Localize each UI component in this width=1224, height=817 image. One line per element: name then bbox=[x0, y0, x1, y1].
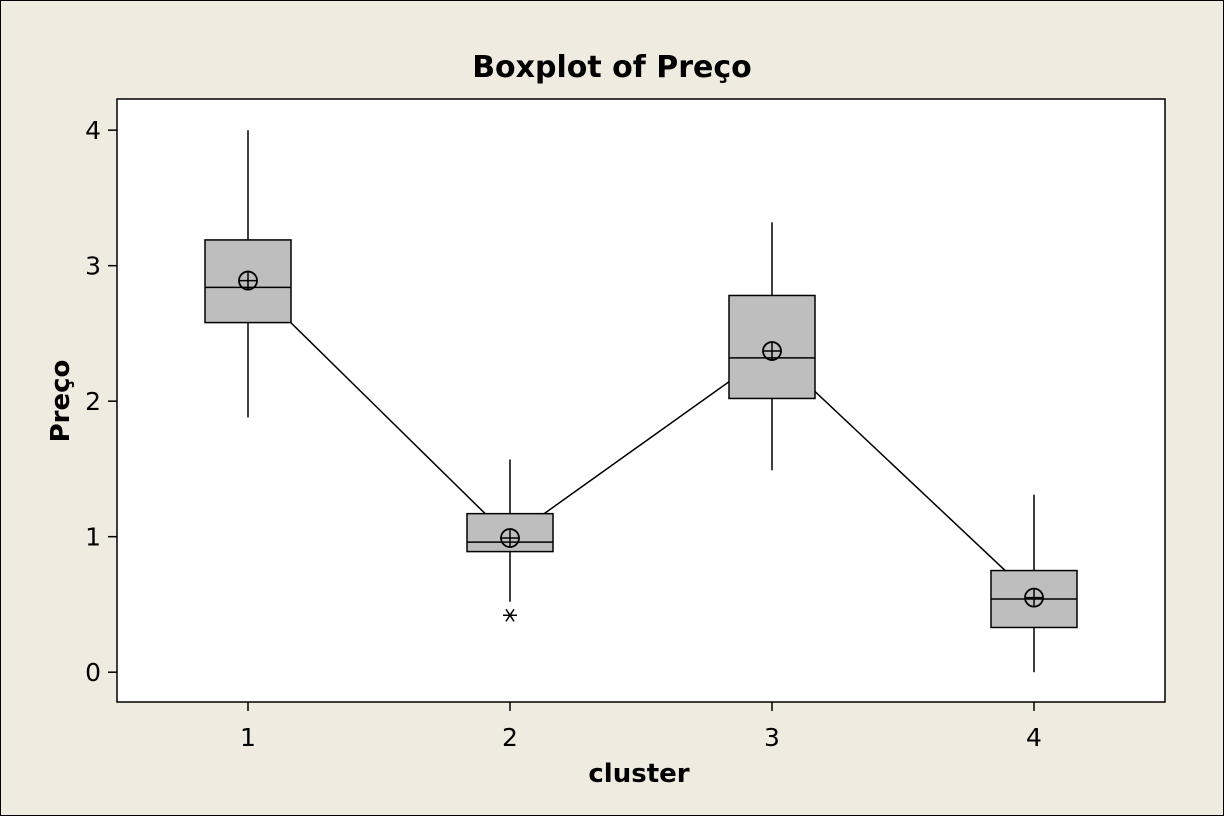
boxes-layer bbox=[204, 130, 1078, 673]
outlier-stroke bbox=[505, 608, 515, 622]
x-tick-label: 4 bbox=[1026, 723, 1042, 752]
chart-title: Boxplot of Preço bbox=[472, 50, 752, 85]
y-axis: 0 1 2 3 4 bbox=[85, 116, 117, 687]
y-tick-label: 3 bbox=[85, 252, 101, 281]
mean-connect-line-layer bbox=[247, 280, 1035, 599]
box-cluster-3 bbox=[728, 222, 816, 471]
x-axis: 1 2 3 4 bbox=[240, 702, 1042, 752]
y-tick-label: 4 bbox=[85, 116, 101, 145]
mean-connect-line bbox=[247, 280, 1035, 599]
box-cluster-4 bbox=[990, 494, 1078, 673]
box-cluster-1 bbox=[204, 130, 292, 418]
x-tick-label: 3 bbox=[764, 723, 780, 752]
y-tick-label: 1 bbox=[85, 523, 101, 552]
mean-symbol bbox=[762, 341, 782, 361]
x-tick-label: 2 bbox=[502, 723, 518, 752]
mean-symbol bbox=[500, 528, 520, 548]
box-cluster-2 bbox=[466, 459, 554, 622]
mean-symbol bbox=[1024, 587, 1044, 608]
y-tick-label: 2 bbox=[85, 387, 101, 416]
y-tick-label: 0 bbox=[85, 658, 101, 687]
x-axis-label: cluster bbox=[588, 759, 689, 789]
mean-symbol bbox=[238, 270, 258, 291]
x-tick-label: 1 bbox=[240, 723, 256, 752]
y-axis-label: Preço bbox=[46, 360, 76, 443]
outlier-point bbox=[503, 608, 517, 622]
